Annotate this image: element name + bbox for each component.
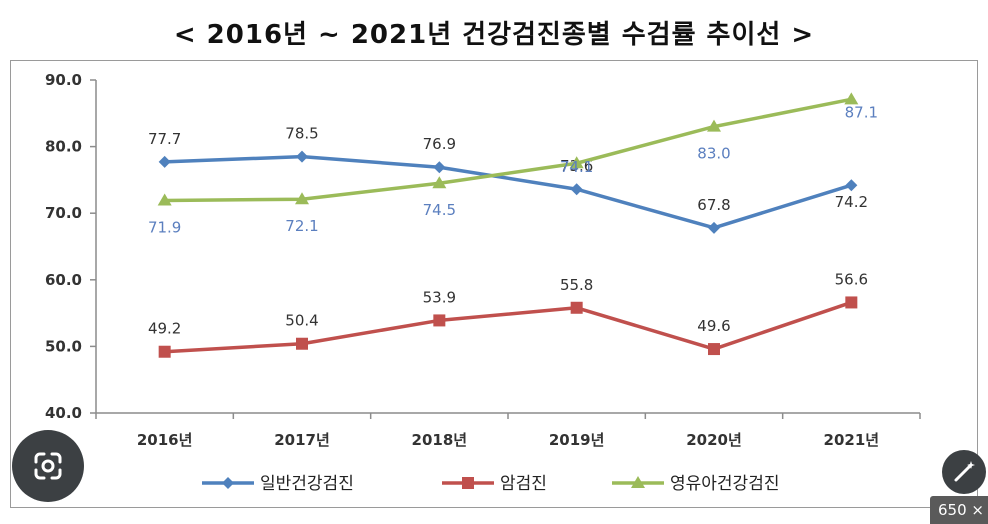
square-point [462,477,474,489]
magic-wand-icon [954,461,975,482]
y-tick-label: 90.0 [45,71,82,89]
magic-wand-button[interactable] [942,450,986,494]
data-label: 67.8 [697,196,730,214]
x-tick-label: 2016년 [137,431,193,449]
series-line [164,97,852,203]
legend-label: 암검진 [500,474,547,494]
y-tick-label: 60.0 [45,271,82,289]
legend-label: 영유아건강검진 [670,474,779,494]
series-line [164,154,852,230]
legend-label: 일반건강검진 [260,474,354,494]
triangle-point [631,476,645,488]
data-label: 76.9 [423,135,456,153]
data-label: 83.0 [697,145,730,163]
data-label: 55.8 [560,276,593,294]
data-label: 77.7 [148,130,181,148]
series-line [164,300,852,354]
data-label: 71.9 [148,219,181,237]
square-point [570,301,583,314]
triangle-point [569,156,584,169]
square-point [158,345,171,358]
x-tick-label: 2019년 [549,431,605,449]
google-lens-button[interactable] [12,430,84,502]
diamond-point [222,477,234,489]
x-tick-label: 2017년 [274,431,330,449]
triangle-point [844,92,859,105]
data-label: 72.1 [285,217,318,235]
data-label: 74.1 [560,158,593,176]
data-label: 74.2 [835,193,868,211]
x-tick-label: 2018년 [412,431,468,449]
square-point [845,296,858,309]
diamond-point [708,221,720,234]
data-label: 78.5 [285,125,318,143]
data-label: 87.1 [845,103,878,121]
triangle-point [295,192,309,205]
y-tick-label: 40.0 [45,404,82,422]
data-label: 74.5 [423,201,456,219]
data-label: 49.6 [697,317,730,335]
x-tick-label: 2021년 [824,431,880,449]
triangle-point [707,119,721,132]
image-size-badge: 650 × [930,496,988,524]
data-label: 49.2 [148,320,181,338]
square-point [296,337,308,350]
google-lens-icon [34,452,62,480]
y-tick-label: 80.0 [45,138,82,156]
y-tick-label: 50.0 [45,337,82,355]
x-tick-label: 2020년 [686,431,742,449]
square-point [708,343,720,356]
data-label: 50.4 [285,312,318,330]
diamond-point [433,161,446,174]
triangle-point [432,176,447,189]
triangle-point [157,193,172,206]
diamond-point [158,155,171,168]
data-label: 53.9 [423,288,456,306]
square-point [433,314,446,327]
diamond-point [296,150,308,163]
data-label: 56.6 [835,270,868,288]
chart-frame [10,60,978,508]
diamond-point [570,183,583,196]
chart-title: < 2016년 ~ 2021년 건강검진종별 수검률 추이선 > [173,20,815,50]
y-tick-label: 70.0 [45,204,82,222]
diamond-point [845,179,858,192]
